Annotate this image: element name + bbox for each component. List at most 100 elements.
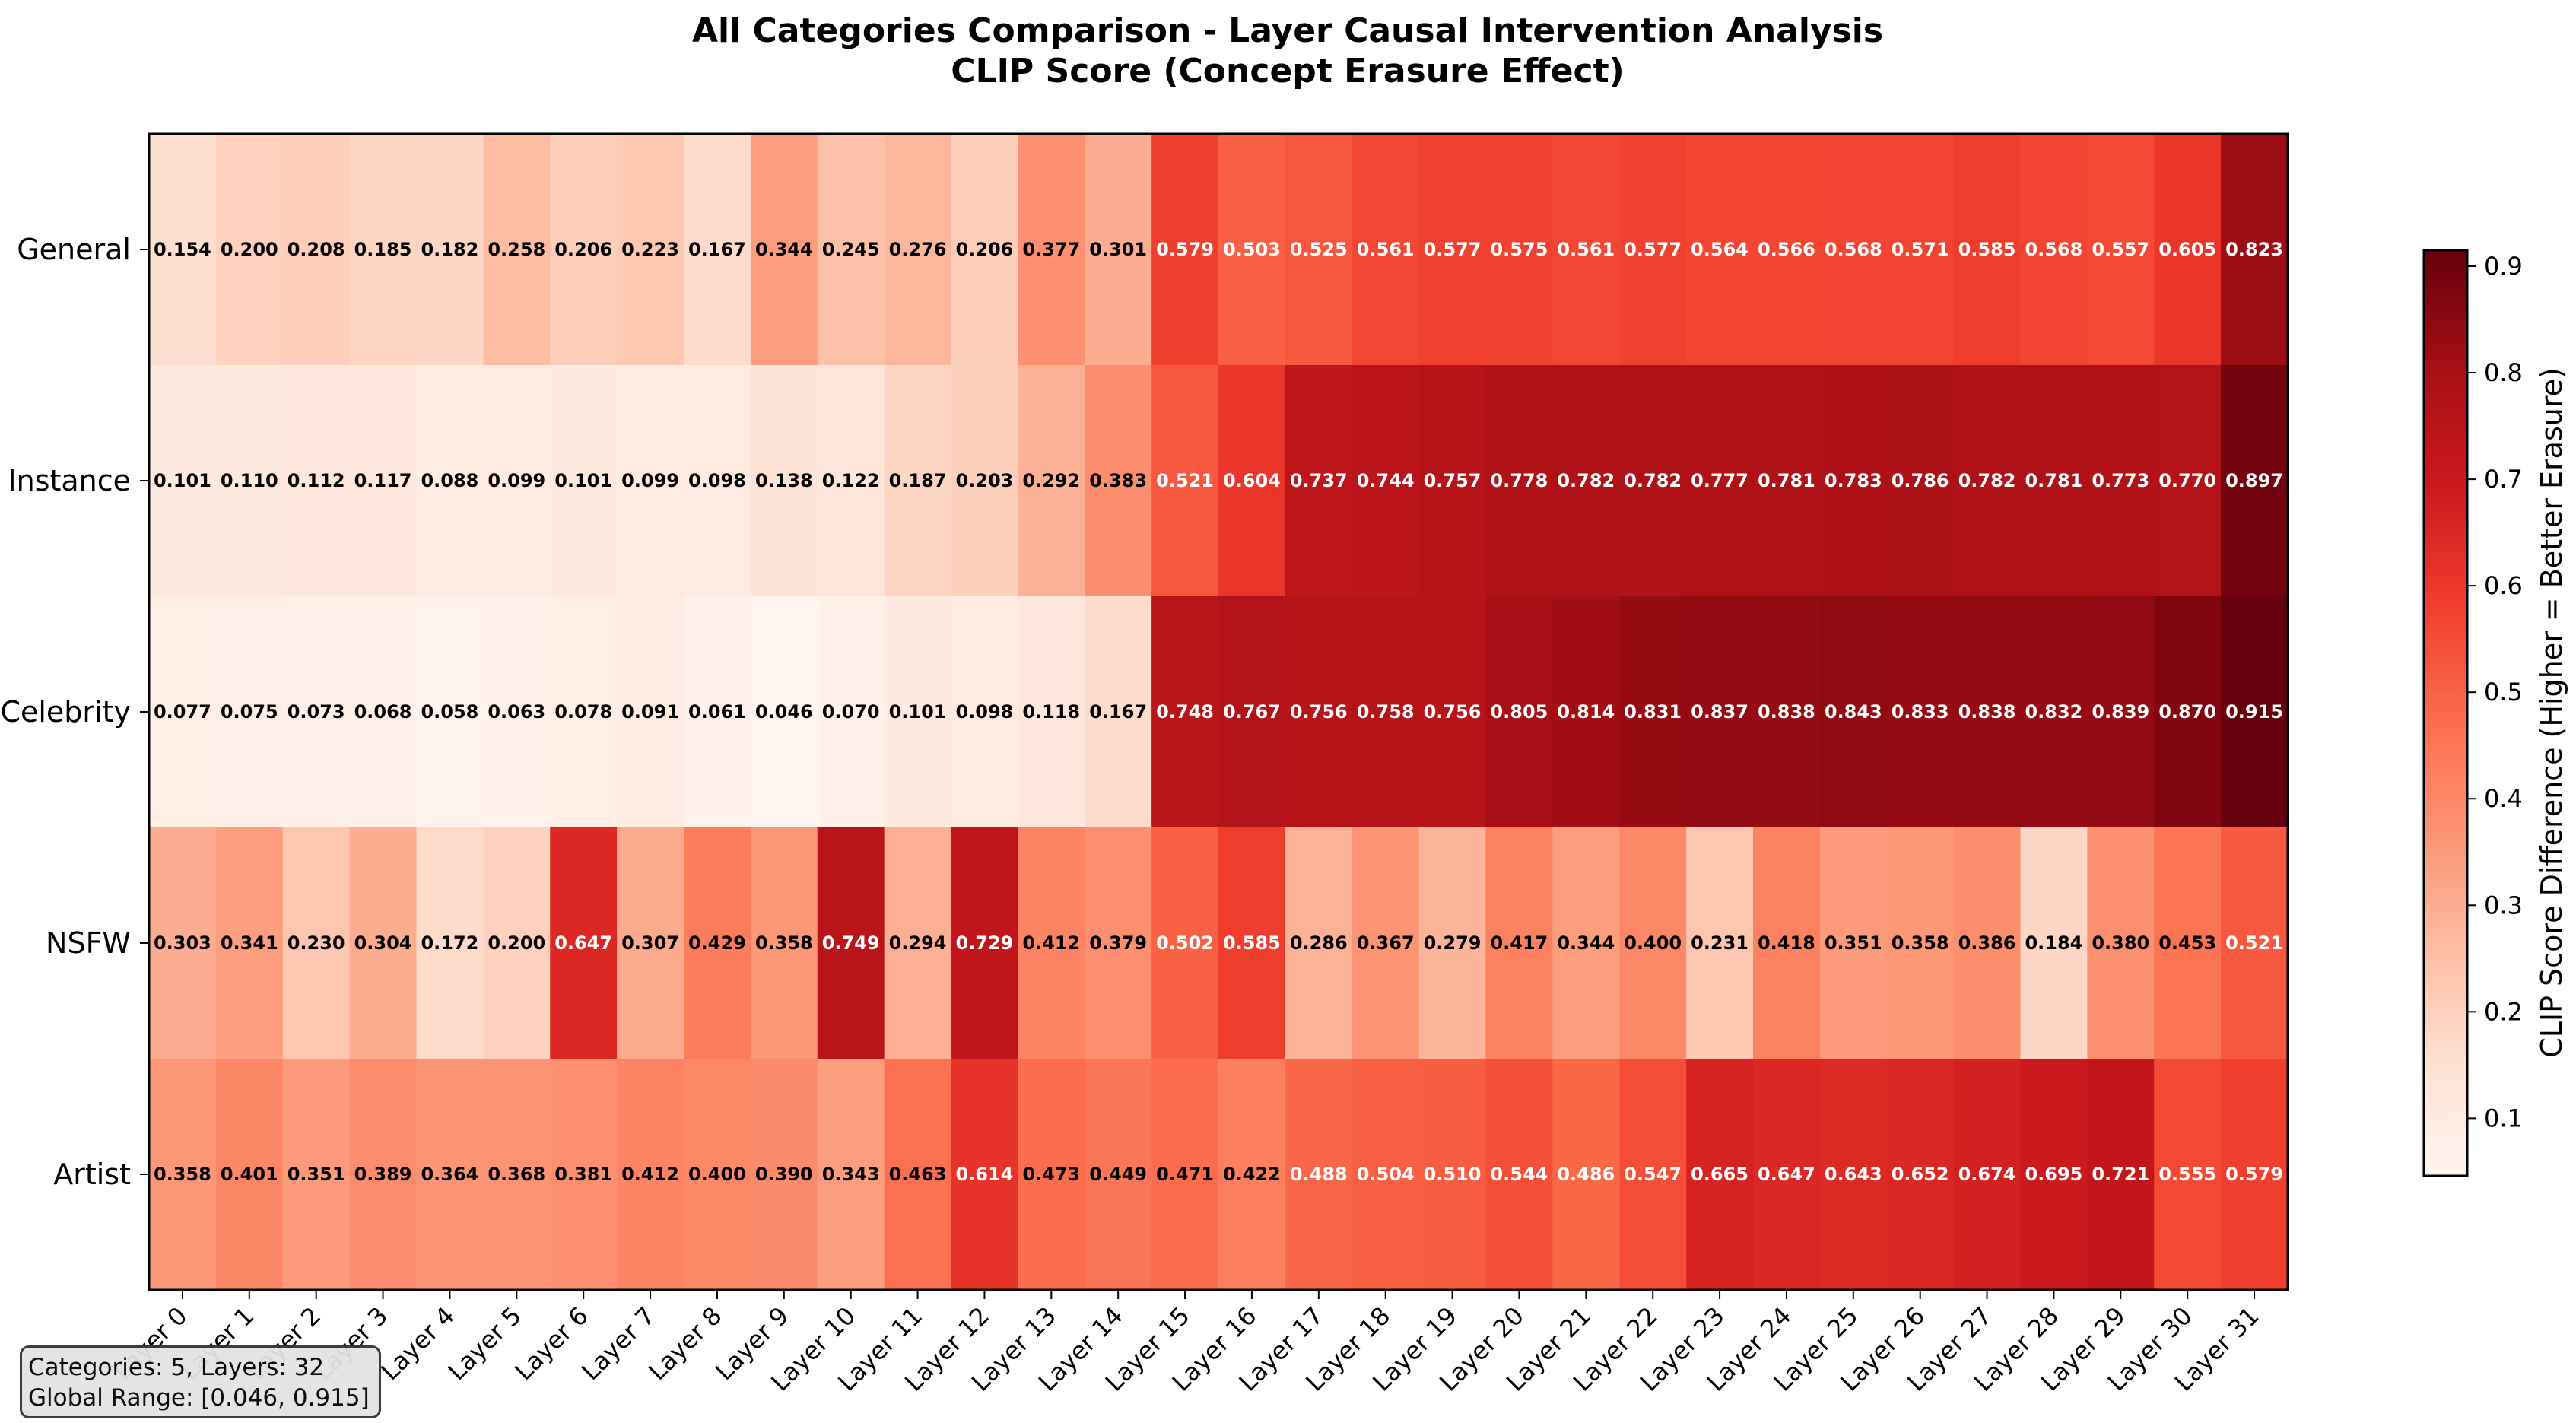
heatmap-cell-labels: 0.154 0.200 0.208 0.185 0.182 0.258 0.206 0.223… (154, 239, 2283, 1185)
cell-value-label: 0.547 (1624, 1164, 1682, 1185)
heatmap-cell (550, 1059, 618, 1291)
cell-value-label: 0.579 (2225, 1164, 2283, 1185)
row-label: Artist (53, 1158, 131, 1191)
heatmap-cell (215, 1059, 284, 1291)
heatmap-cell (550, 134, 618, 366)
colorbar-tick-label: 0.3 (2484, 891, 2523, 920)
cell-value-label: 0.381 (554, 1164, 612, 1185)
cell-value-label: 0.643 (1825, 1164, 1882, 1185)
cell-value-label: 0.117 (354, 470, 412, 491)
heatmap-cell (282, 827, 351, 1059)
cell-value-label: 0.223 (621, 239, 679, 260)
cell-value-label: 0.652 (1892, 1164, 1949, 1185)
cell-value-label: 0.279 (1424, 932, 1482, 954)
heatmap-cell (617, 134, 684, 366)
heatmap-cell (1285, 1059, 1353, 1291)
cell-value-label: 0.292 (1022, 470, 1080, 491)
cell-value-label: 0.473 (1022, 1164, 1080, 1185)
cell-value-label: 0.463 (889, 1164, 947, 1185)
heatmap-cell (2154, 827, 2222, 1059)
cell-value-label: 0.674 (1958, 1164, 2016, 1185)
cell-value-label: 0.782 (1958, 470, 2016, 491)
cell-value-label: 0.756 (1290, 701, 1348, 723)
cell-value-label: 0.101 (154, 470, 211, 491)
heatmap-cell (1085, 365, 1152, 597)
cell-value-label: 0.077 (154, 701, 211, 723)
heatmap-cell (1552, 365, 1620, 597)
cell-value-label: 0.605 (2158, 239, 2216, 260)
heatmap-cell (1953, 134, 2022, 366)
cell-value-label: 0.604 (1223, 470, 1281, 491)
heatmap-cell (1018, 134, 1085, 366)
cell-value-label: 0.564 (1691, 239, 1749, 260)
heatmap-cell (1552, 596, 1620, 828)
heatmap-cell (1819, 134, 1888, 366)
heatmap-cell (416, 596, 484, 828)
heatmap-cell (1886, 365, 1955, 597)
heatmap-cell (1619, 1059, 1687, 1291)
cell-value-label: 0.167 (1089, 701, 1147, 723)
colorbar-ticks: 0.1 0.2 0.3 0.4 0.5 0.6 0.7 0.8 0.9 (2467, 252, 2523, 1132)
heatmap-cell (884, 134, 952, 366)
cell-value-label: 0.061 (688, 701, 746, 723)
heatmap-cell (1953, 1059, 2022, 1291)
cell-value-label: 0.557 (2092, 239, 2149, 260)
cell-value-label: 0.138 (755, 470, 813, 491)
cell-value-label: 0.647 (554, 932, 612, 954)
cell-value-label: 0.098 (688, 470, 746, 491)
heatmap-cells (149, 134, 2289, 1291)
heatmap-cell (2087, 365, 2155, 597)
heatmap-cell (1352, 827, 1420, 1059)
heatmap-cell (817, 1059, 885, 1291)
cell-value-label: 0.417 (1490, 932, 1548, 954)
heatmap-cell (149, 1059, 217, 1291)
row-label: Celebrity (0, 695, 131, 729)
heatmap-cell (1886, 1059, 1955, 1291)
cell-value-label: 0.561 (1557, 239, 1615, 260)
heatmap-cell (282, 134, 351, 366)
heatmap-cell (1953, 596, 2022, 828)
cell-value-label: 0.777 (1691, 470, 1749, 491)
cell-value-label: 0.063 (488, 701, 545, 723)
heatmap-cell (2020, 134, 2088, 366)
cell-value-label: 0.364 (421, 1164, 478, 1185)
heatmap-cell (1085, 827, 1152, 1059)
cell-value-label: 0.486 (1557, 1164, 1615, 1185)
column-label: Layer 5 (442, 1301, 527, 1386)
cell-value-label: 0.870 (2158, 701, 2216, 723)
column-label: Layer 6 (509, 1301, 594, 1386)
row-label: NSFW (46, 926, 131, 960)
cell-value-label: 0.814 (1557, 701, 1615, 723)
heatmap-cell (1753, 365, 1821, 597)
cell-value-label: 0.078 (554, 701, 612, 723)
cell-value-label: 0.344 (755, 239, 813, 260)
cell-value-label: 0.721 (2092, 1164, 2149, 1185)
cell-value-label: 0.203 (955, 470, 1013, 491)
heatmap-cell (1418, 827, 1487, 1059)
cell-value-label: 0.647 (1758, 1164, 1815, 1185)
heatmap-cell (951, 365, 1018, 597)
heatmap-cell (617, 827, 684, 1059)
heatmap-cell (1753, 134, 1821, 366)
info-categories-layers: Categories: 5, Layers: 32 (28, 1354, 325, 1381)
heatmap-cell (2154, 365, 2222, 597)
cell-value-label: 0.503 (1223, 239, 1281, 260)
heatmap-cell (817, 365, 885, 597)
heatmap-cell (416, 1059, 484, 1291)
cell-value-label: 0.286 (1290, 932, 1348, 954)
heatmap-cell (1352, 1059, 1420, 1291)
cell-value-label: 0.208 (287, 239, 345, 260)
cell-value-label: 0.897 (2225, 470, 2283, 491)
cell-value-label: 0.351 (1825, 932, 1882, 954)
heatmap-cell (282, 596, 351, 828)
heatmap-cell (1018, 1059, 1085, 1291)
cell-value-label: 0.167 (688, 239, 746, 260)
colorbar-tick-label: 0.1 (2484, 1104, 2523, 1132)
heatmap-cell (817, 596, 885, 828)
cell-value-label: 0.748 (1156, 701, 1214, 723)
column-label: Layer 4 (376, 1301, 461, 1386)
heatmap-cell (1953, 827, 2022, 1059)
heatmap-cell (2154, 134, 2222, 366)
cell-value-label: 0.521 (2225, 932, 2283, 954)
